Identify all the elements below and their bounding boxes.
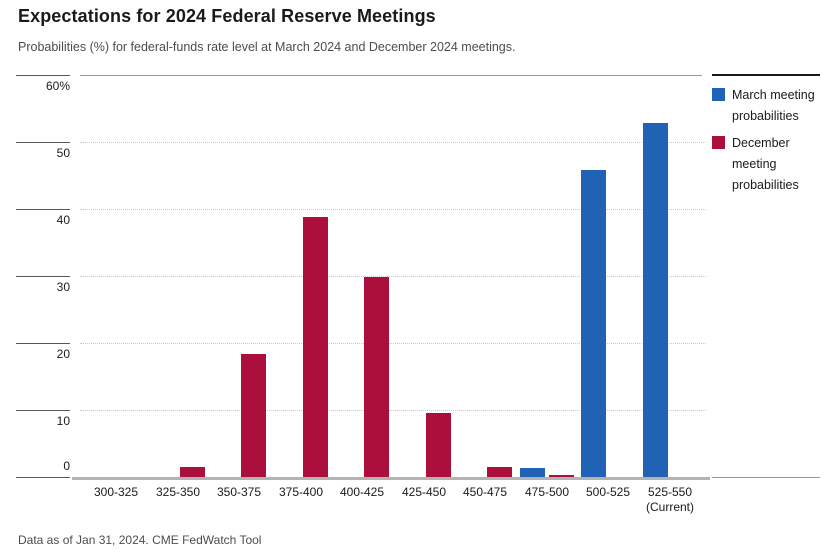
y-axis-tick	[16, 343, 70, 344]
y-gridline	[80, 410, 706, 411]
x-axis-category-label: 475-500	[513, 485, 581, 500]
plot-top-rule	[80, 75, 702, 76]
x-label-text: 350-375	[216, 485, 262, 499]
x-axis-category-label: 500-525	[574, 485, 642, 500]
y-axis-tick	[16, 75, 70, 76]
bar-december-350-375	[241, 354, 266, 477]
x-axis-category-label: 300-325	[82, 485, 150, 500]
legend-bottom-rule	[712, 477, 820, 478]
y-axis-tick	[16, 209, 70, 210]
legend-swatch-icon	[712, 136, 725, 149]
x-label-text: 300-325	[93, 485, 139, 499]
x-label-text: 525-550	[647, 485, 693, 499]
bar-december-475-500	[549, 475, 574, 477]
bar-december-375-400	[303, 217, 328, 477]
x-axis-category-label: 400-425	[328, 485, 396, 500]
bar-march-475-500	[520, 468, 545, 477]
y-axis-tick-label: 0	[63, 459, 70, 473]
y-axis-tick	[16, 477, 70, 478]
x-axis-category-label: 425-450	[390, 485, 458, 500]
x-label-text: 500-525	[585, 485, 631, 499]
legend-label: December meeting probabilities	[732, 136, 799, 192]
x-axis-category-label: 350-375	[205, 485, 273, 500]
legend-item: December meeting probabilities	[712, 133, 820, 196]
x-label-text: 400-425	[339, 485, 385, 499]
y-axis-tick	[16, 410, 70, 411]
y-gridline	[80, 343, 706, 344]
x-label-text: 325-350	[155, 485, 201, 499]
x-axis-category-label: 525-550 (Current)	[636, 485, 704, 515]
x-axis-category-label: 325-350	[144, 485, 212, 500]
chart-title: Expectations for 2024 Federal Reserve Me…	[18, 6, 436, 26]
bar-march-525-550	[643, 123, 668, 477]
x-axis-category-label: 450-475	[451, 485, 519, 500]
y-gridline	[80, 142, 706, 143]
y-axis-tick	[16, 276, 70, 277]
x-axis-baseline	[72, 477, 710, 480]
y-axis-tick-label: 10	[56, 414, 70, 428]
x-label-text: 450-475	[462, 485, 508, 499]
y-gridline	[80, 209, 706, 210]
x-label-text: 425-450	[401, 485, 447, 499]
source-note: Data as of Jan 31, 2024. CME FedWatch To…	[18, 533, 262, 547]
bar-december-400-425	[364, 277, 389, 477]
y-gridline	[80, 276, 706, 277]
y-axis-tick-label: 40	[56, 213, 70, 227]
x-label-text: 475-500	[524, 485, 570, 499]
legend-item: March meeting probabilities	[712, 85, 820, 127]
legend-swatch-icon	[712, 88, 725, 101]
x-axis-category-label: 375-400	[267, 485, 335, 500]
y-axis-tick-label: 20	[56, 347, 70, 361]
y-axis-tick-label: 30	[56, 280, 70, 294]
bar-december-425-450	[426, 413, 451, 477]
y-axis-tick-label: 50	[56, 146, 70, 160]
bar-december-450-475	[487, 467, 512, 477]
y-axis-tick	[16, 142, 70, 143]
x-label-note: (Current)	[645, 500, 694, 514]
bar-december-325-350	[180, 467, 205, 477]
chart-subtitle: Probabilities (%) for federal-funds rate…	[18, 40, 516, 54]
y-axis-tick-label: 60%	[45, 79, 70, 93]
x-label-text: 375-400	[278, 485, 324, 499]
bar-march-500-525	[581, 170, 606, 477]
chart-legend: March meeting probabilities December meet…	[712, 74, 820, 202]
legend-label: March meeting probabilities	[732, 88, 815, 123]
